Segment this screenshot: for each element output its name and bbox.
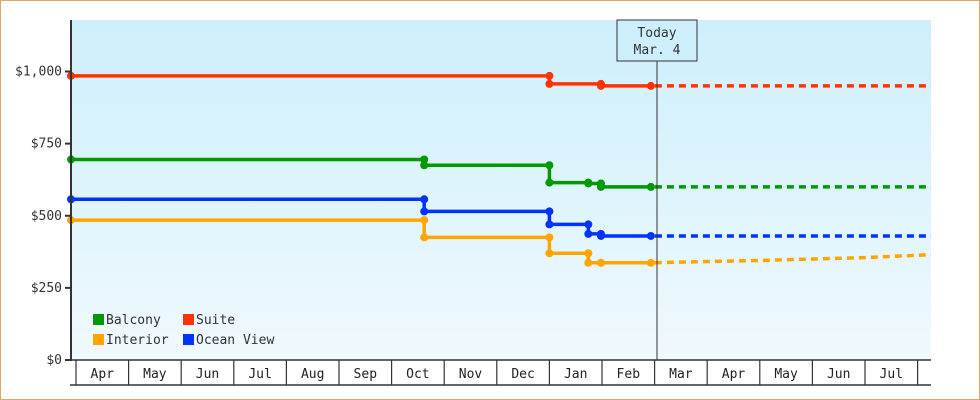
x-tick-label: Jul — [248, 367, 271, 382]
legend-label: Interior — [106, 333, 169, 348]
x-tick-label: Jun — [827, 367, 850, 382]
x-tick-label: Oct — [406, 367, 429, 382]
data-point[interactable] — [596, 182, 605, 191]
series-ocean-view — [67, 195, 931, 240]
data-point[interactable] — [584, 220, 593, 229]
x-tick-label: Feb — [617, 367, 641, 382]
y-tick-label: $500 — [31, 209, 62, 224]
axes-layer: $0 $250 $500 $750 $1,000 Apr May Jun Jul Aug Sep Oc… — [15, 20, 931, 386]
data-point[interactable] — [646, 182, 655, 191]
data-point[interactable] — [420, 233, 429, 242]
data-point[interactable] — [584, 229, 593, 238]
y-tick-label: $750 — [31, 137, 62, 152]
x-tick-label: Mar — [669, 367, 693, 382]
series-layer — [67, 71, 932, 267]
data-point[interactable] — [596, 81, 605, 90]
legend-item-balcony: Balcony — [93, 313, 161, 328]
data-point[interactable] — [545, 178, 554, 187]
x-tick-label: Aug — [301, 367, 324, 382]
x-tick-label: Jan — [564, 367, 587, 382]
series-balcony — [67, 155, 931, 191]
x-tick-label: Jun — [196, 367, 219, 382]
data-point[interactable] — [545, 233, 554, 242]
data-point[interactable] — [545, 161, 554, 170]
x-tick-label: Jul — [880, 367, 903, 382]
data-point[interactable] — [646, 231, 655, 240]
data-point[interactable] — [545, 207, 554, 216]
today-marker: Today Mar. 4 — [616, 19, 698, 360]
legend-swatch — [183, 334, 194, 345]
legend-swatch — [93, 334, 104, 345]
today-label-box — [616, 19, 698, 62]
x-tick-label: Apr — [91, 367, 115, 382]
data-point[interactable] — [420, 195, 429, 204]
x-tick-label: May — [774, 367, 798, 382]
data-point[interactable] — [596, 258, 605, 267]
data-point[interactable] — [596, 231, 605, 240]
y-tick-label: $250 — [31, 281, 62, 296]
legend-swatch — [93, 314, 104, 325]
data-point[interactable] — [545, 249, 554, 258]
x-tick-label: Sep — [354, 367, 378, 382]
y-tick-label: $1,000 — [15, 65, 62, 80]
data-point[interactable] — [545, 71, 554, 80]
data-point[interactable] — [420, 155, 429, 164]
legend-label: Ocean View — [196, 333, 274, 348]
legend-item-suite: Suite — [183, 313, 235, 328]
data-point[interactable] — [420, 161, 429, 170]
legend: Balcony Suite Interior Ocean View — [93, 313, 274, 348]
x-tick-label: Apr — [722, 367, 746, 382]
data-point[interactable] — [646, 81, 655, 90]
data-point[interactable] — [646, 258, 655, 267]
data-point[interactable] — [545, 220, 554, 229]
data-point[interactable] — [584, 249, 593, 258]
today-date: Mar. 4 — [634, 43, 681, 58]
x-tick-label: Nov — [459, 367, 483, 382]
x-tick-label: Dec — [511, 367, 534, 382]
today-label: Today — [637, 26, 676, 41]
plot-area — [71, 20, 931, 360]
data-point[interactable] — [584, 179, 593, 188]
legend-swatch — [183, 314, 194, 325]
series-interior — [67, 216, 932, 267]
series-suite — [67, 71, 931, 90]
data-point[interactable] — [545, 79, 554, 88]
data-point[interactable] — [420, 207, 429, 216]
data-point[interactable] — [584, 258, 593, 267]
data-point[interactable] — [420, 216, 429, 225]
legend-label: Suite — [196, 313, 235, 328]
legend-label: Balcony — [106, 313, 161, 328]
legend-item-ocean-view: Ocean View — [183, 333, 274, 348]
legend-item-interior: Interior — [93, 333, 169, 348]
x-tick-label: May — [143, 367, 167, 382]
y-tick-label: $0 — [46, 353, 62, 368]
